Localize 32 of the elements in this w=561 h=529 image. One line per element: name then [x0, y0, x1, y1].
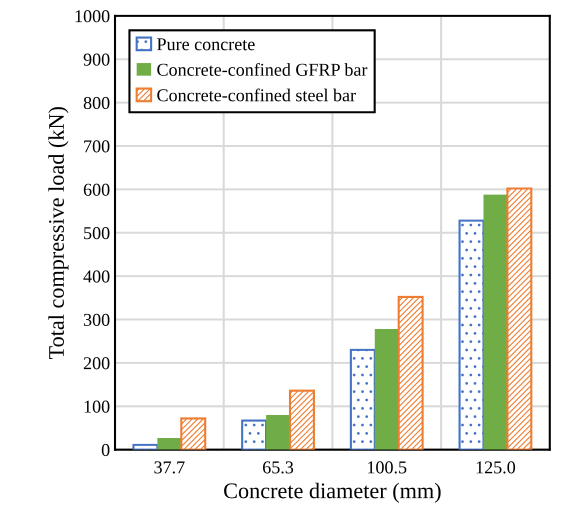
legend-label: Pure concrete [157, 38, 255, 50]
y-tick-label: 400 [83, 270, 110, 283]
x-tick-label: 125.0 [476, 461, 516, 474]
y-tick-label: 300 [84, 314, 110, 326]
bar [288, 390, 315, 450]
y-axis-title: Total compressive load (kN) [48, 107, 68, 360]
x-tick-label: 37.7 [154, 461, 185, 474]
bar [241, 420, 268, 450]
y-tick-label: 900 [84, 54, 110, 66]
bar [266, 414, 290, 450]
bar [506, 187, 532, 450]
y-tick-label: 500 [84, 227, 110, 240]
legend-label: Concrete-confined GFRP bar [157, 62, 368, 76]
bar [157, 438, 182, 450]
y-tick-label: 700 [84, 140, 110, 152]
x-tick-label: 100.5 [368, 461, 406, 474]
bar [483, 194, 508, 450]
bar [458, 220, 485, 450]
bar [374, 329, 399, 450]
x-axis-title: Concrete diameter (mm) [224, 482, 441, 503]
y-tick-label: 0 [102, 444, 110, 456]
bar [350, 348, 376, 450]
x-tick-label: 65.3 [263, 461, 294, 474]
y-tick-label: 800 [84, 96, 110, 110]
y-tick-label: 100 [84, 400, 110, 413]
bar [398, 296, 424, 450]
legend-label: Concrete-confined steel bar [157, 88, 356, 102]
bar [132, 444, 158, 450]
bar [180, 417, 206, 450]
y-tick-label: 1000 [76, 10, 110, 22]
y-tick-label: 600 [84, 184, 110, 196]
y-tick-label: 200 [84, 357, 110, 370]
